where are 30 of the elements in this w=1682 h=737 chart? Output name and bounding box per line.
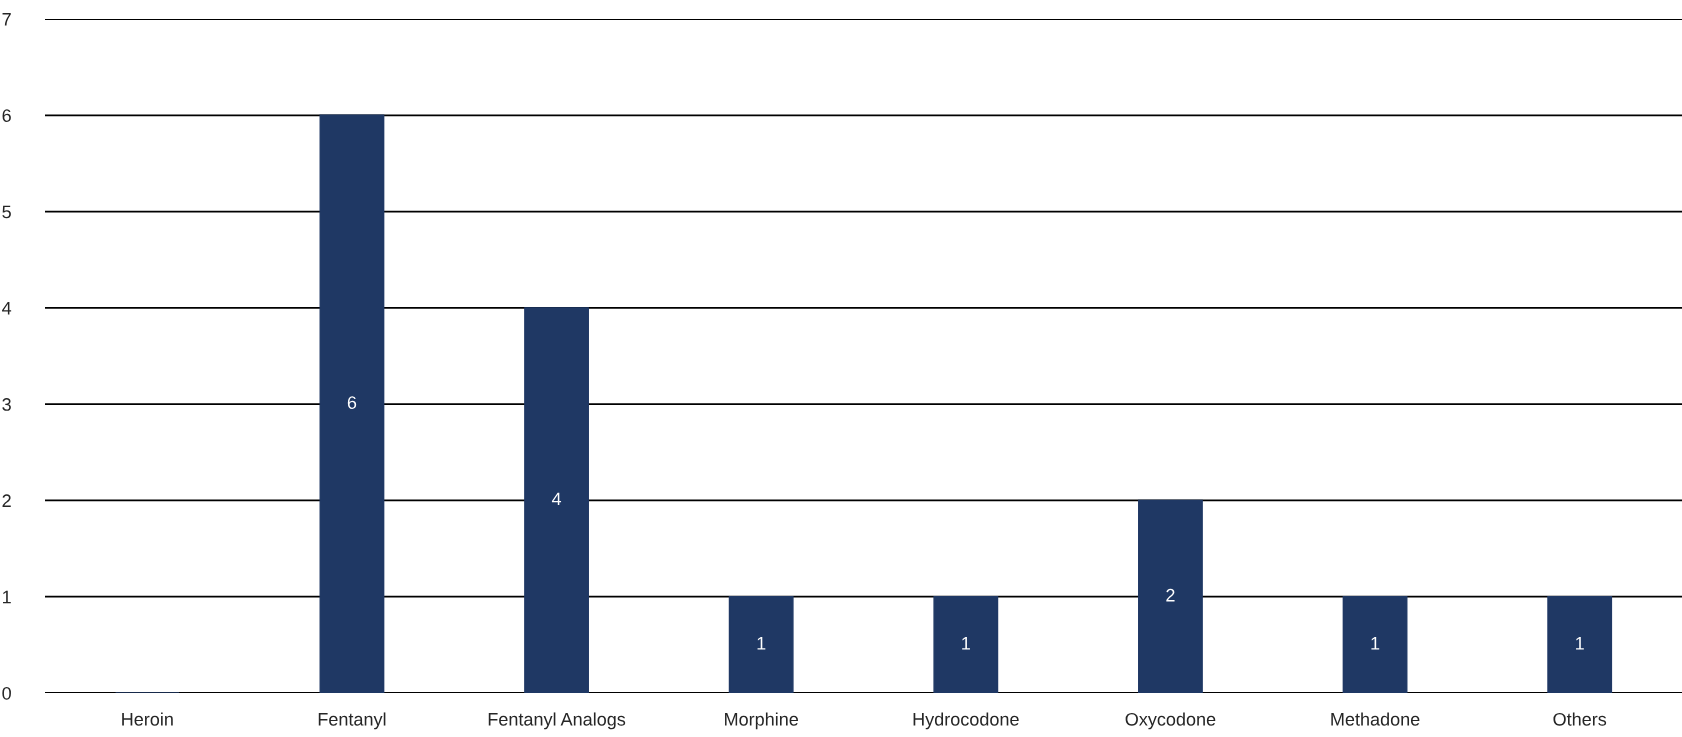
y-tick-label: 0 [2,686,11,700]
data-label: 4 [551,492,562,506]
x-tick-label: Heroin [122,712,173,726]
x-tick-label: Fentanyl [318,712,386,730]
y-tick-label: 7 [2,13,11,26]
data-label: 2 [1166,588,1175,602]
y-tick-label: 4 [2,301,12,315]
bar [728,596,794,693]
x-tick-label: Others [1553,712,1607,726]
data-label: 1 [962,637,970,650]
bar [524,307,589,693]
bar [1138,499,1203,693]
x-tick-label: Morphine [725,712,799,730]
data-label: 6 [347,396,357,409]
x-tick-label: Fentanyl Analogs [488,712,626,730]
x-tick-label: Hydrocodone [913,712,1019,730]
bar [1342,596,1408,693]
y-tick-label: 2 [2,494,11,507]
bar [319,114,385,693]
y-tick-label: 6 [2,109,11,123]
bar [1547,596,1613,693]
y-tick-label: 5 [2,205,11,219]
data-label: 1 [757,637,766,650]
data-label: 1 [1371,637,1380,650]
data-label: 1 [1576,637,1584,650]
x-tick-label: Oxycodone [1125,712,1216,730]
y-tick-label: 1 [3,590,11,604]
y-tick-label: 3 [2,398,11,411]
x-tick-label: Methadone [1331,712,1420,726]
bar [933,596,999,693]
